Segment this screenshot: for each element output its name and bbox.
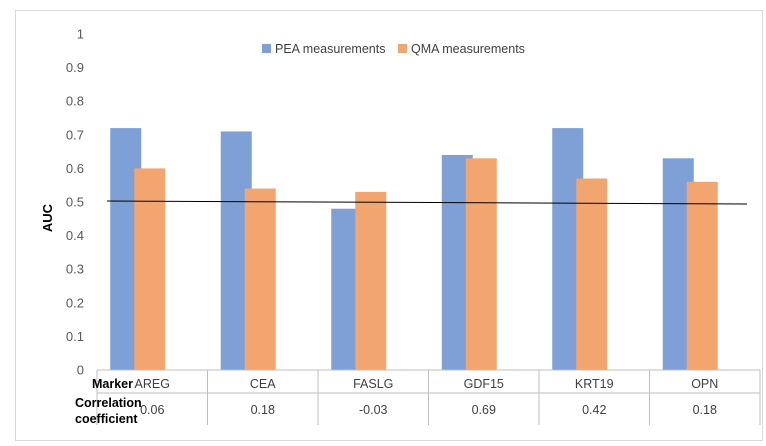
y-tick-label: 0.3 xyxy=(66,262,84,277)
correlation-value: 0.18 xyxy=(251,403,275,417)
correlation-row-label-line1: Correlation xyxy=(75,396,142,410)
y-tick-label: 0.4 xyxy=(66,228,84,243)
bar-qma-opn xyxy=(686,181,718,370)
category-label: KRT19 xyxy=(575,377,614,391)
marker-row-label: Marker xyxy=(92,377,133,391)
bar-qma-cea xyxy=(244,188,276,370)
legend-label-pea: PEA measurements xyxy=(275,42,385,56)
y-tick-label: 0.7 xyxy=(66,127,84,142)
reference-line-0-5 xyxy=(106,200,748,205)
y-tick-label: 0.5 xyxy=(66,195,84,210)
bar-qma-gdf15 xyxy=(465,158,497,370)
correlation-value: 0.69 xyxy=(472,403,496,417)
category-label: GDF15 xyxy=(464,377,504,391)
category-label: OPN xyxy=(691,377,718,391)
correlation-row-label-line2: coefficient xyxy=(75,412,138,426)
correlation-value: 0.18 xyxy=(693,403,717,417)
y-tick-label: 0.6 xyxy=(66,161,84,176)
y-tick-label: 0.2 xyxy=(66,295,84,310)
y-axis-title: AUC xyxy=(40,203,55,232)
legend-swatch-qma xyxy=(398,44,407,53)
bar-qma-faslg xyxy=(355,191,387,370)
y-tick-label: 0.9 xyxy=(66,60,84,75)
y-tick-label: 0.8 xyxy=(66,94,84,109)
category-label: AREG xyxy=(135,377,170,391)
correlation-value: 0.06 xyxy=(140,403,164,417)
legend-swatch-pea xyxy=(262,44,271,53)
legend-label-qma: QMA measurements xyxy=(411,42,525,56)
y-tick-label: 0 xyxy=(77,363,84,378)
correlation-value: -0.03 xyxy=(359,403,388,417)
bar-qma-krt19 xyxy=(576,178,608,370)
correlation-value: 0.42 xyxy=(582,403,606,417)
y-tick-label: 1 xyxy=(77,27,84,42)
category-label: CEA xyxy=(250,377,276,391)
y-tick-label: 0.1 xyxy=(66,329,84,344)
bar-qma-areg xyxy=(134,168,166,370)
chart-frame xyxy=(15,10,763,441)
category-label: FASLG xyxy=(353,377,393,391)
